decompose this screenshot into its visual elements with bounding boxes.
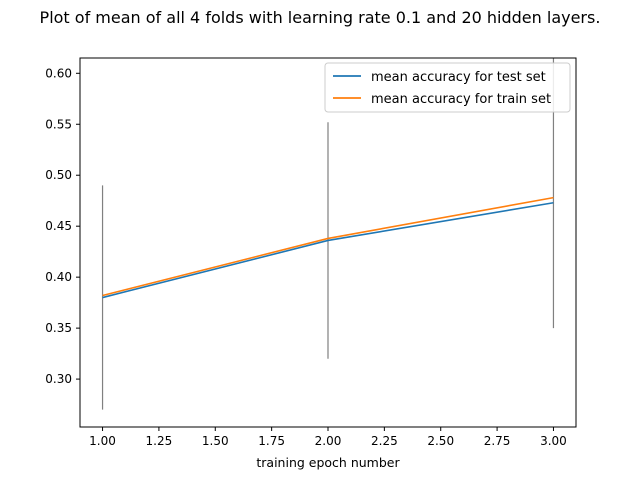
y-tick-label: 0.55 [45, 117, 72, 131]
x-tick-label: 2.25 [371, 434, 398, 448]
plot-area [101, 58, 555, 410]
chart-title: Plot of mean of all 4 folds with learnin… [40, 8, 601, 27]
x-tick-label: 2.50 [427, 434, 454, 448]
y-tick-label: 0.40 [45, 270, 72, 284]
x-tick-label: 1.25 [146, 434, 173, 448]
legend: mean accuracy for test set mean accuracy … [324, 62, 571, 113]
x-axis-label: training epoch number [256, 455, 400, 470]
series-line-test [102, 201, 554, 299]
y-axis: 0.30 0.35 0.40 0.45 0.50 0.55 0.60 [45, 66, 80, 386]
y-tick-label: 0.50 [45, 168, 72, 182]
x-tick-label: 3.00 [540, 434, 567, 448]
y-tick-label: 0.30 [45, 372, 72, 386]
y-tick-label: 0.45 [45, 219, 72, 233]
y-tick-label: 0.60 [45, 66, 72, 80]
x-tick-label: 1.50 [202, 434, 229, 448]
x-tick-label: 1.75 [258, 434, 285, 448]
x-tick-label: 1.00 [89, 434, 116, 448]
y-tick-label: 0.35 [45, 321, 72, 335]
x-tick-label: 2.75 [484, 434, 511, 448]
legend-box [324, 62, 571, 113]
x-tick-label: 2.00 [315, 434, 342, 448]
x-axis: 1.00 1.25 1.50 1.75 2.00 2.25 2.50 2.75 3.00 [89, 427, 567, 448]
legend-label: mean accuracy for test set [371, 70, 546, 85]
legend-label: mean accuracy for train set [371, 92, 551, 107]
series-line-train [102, 196, 554, 297]
